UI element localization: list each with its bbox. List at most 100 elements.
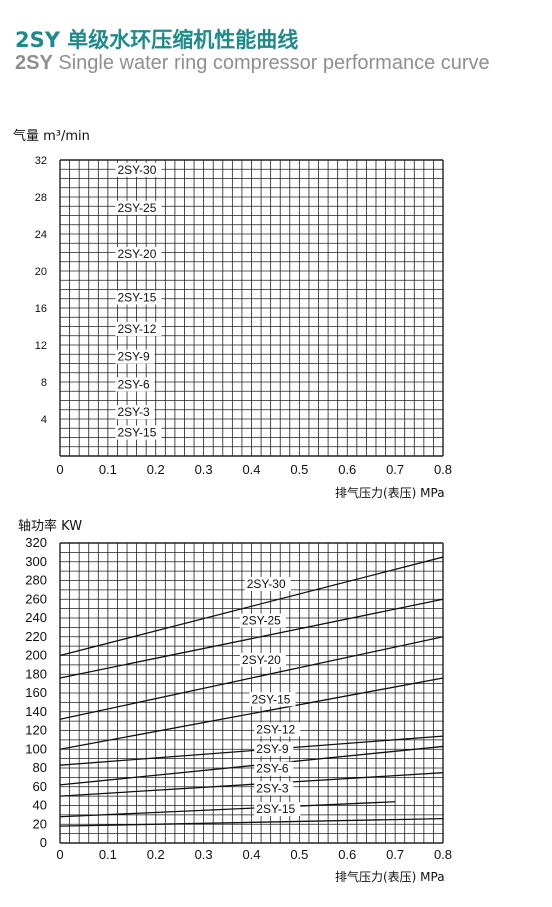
series-label: 2SY-20 bbox=[117, 247, 156, 261]
series-label: 2SY-30 bbox=[117, 163, 156, 177]
series-label: 2SY-15 bbox=[252, 692, 291, 706]
x-tick-label: 0.8 bbox=[434, 462, 452, 477]
y-tick-label: 100 bbox=[25, 741, 47, 756]
chart1-xlabel: 排气压力(表压) MPa bbox=[335, 486, 445, 500]
series-label: 2SY-3 bbox=[256, 781, 289, 795]
series-label: 2SY-12 bbox=[117, 322, 156, 336]
series-label-bg bbox=[115, 162, 162, 177]
series-label-bg bbox=[254, 742, 294, 756]
x-tick-label: 0.1 bbox=[99, 462, 117, 477]
x-tick-label: 0 bbox=[56, 462, 63, 477]
series-line-2sy-20 bbox=[59, 636, 444, 720]
series-line-2sy-6 bbox=[59, 772, 444, 797]
y-tick-label: 320 bbox=[25, 535, 47, 550]
y-tick-label: 4 bbox=[41, 414, 47, 426]
y-tick-label: 8 bbox=[41, 377, 47, 389]
series-line-2sy-12 bbox=[59, 735, 444, 766]
x-tick-label: 0 bbox=[56, 847, 63, 862]
x-tick-label: 0.4 bbox=[242, 462, 260, 477]
series-label: 2SY-3 bbox=[117, 405, 150, 419]
x-tick-label: 0.5 bbox=[290, 462, 308, 477]
y-tick-label: 180 bbox=[25, 666, 47, 681]
y-tick-label: 16 bbox=[35, 303, 47, 315]
y-tick-label: 0 bbox=[40, 835, 47, 850]
series-line-2sy-9 bbox=[59, 745, 444, 786]
x-tick-label: 0.2 bbox=[147, 847, 165, 862]
x-tick-label: 0.6 bbox=[338, 847, 356, 862]
series-line-2sy-25 bbox=[59, 598, 444, 679]
y-tick-label: 280 bbox=[25, 573, 47, 588]
series-label: 2SY-9 bbox=[256, 742, 289, 756]
series-label: 2SY-6 bbox=[256, 762, 289, 776]
series-label: 2SY-25 bbox=[117, 201, 156, 215]
series-label-bg bbox=[115, 200, 162, 215]
y-tick-label: 140 bbox=[25, 704, 47, 719]
series-label: 2SY-9 bbox=[117, 350, 150, 364]
series-label-bg bbox=[115, 425, 162, 440]
chart2-grid bbox=[59, 542, 444, 844]
series-label-bg bbox=[115, 247, 162, 262]
series-line-2sy-15 bbox=[59, 817, 444, 827]
series-label-bg bbox=[254, 761, 294, 776]
model-code: 2SY bbox=[15, 28, 60, 52]
series-label: 2SY-15 bbox=[117, 426, 156, 440]
x-tick-label: 0.4 bbox=[242, 847, 260, 862]
series-line-2sy-3 bbox=[59, 801, 396, 818]
series-line-2sy-15 bbox=[59, 677, 444, 750]
model-code-en: 2SY bbox=[15, 52, 53, 74]
series-label: 2SY-20 bbox=[242, 653, 281, 667]
series-label: 2SY-15 bbox=[117, 291, 156, 305]
x-tick-label: 0.2 bbox=[147, 462, 165, 477]
series-label-bg bbox=[115, 377, 155, 392]
series-label-bg bbox=[239, 652, 286, 667]
series-label-bg bbox=[244, 577, 291, 591]
y-tick-label: 12 bbox=[35, 340, 47, 352]
x-tick-label: 0.6 bbox=[338, 462, 356, 477]
page-title-en: 2SY Single water ring compressor perform… bbox=[15, 52, 490, 75]
page-title-cn: 2SY 单级水环压缩机性能曲线 bbox=[15, 24, 298, 54]
y-tick-label: 24 bbox=[35, 229, 47, 241]
series-line-2sy-30 bbox=[59, 556, 444, 657]
chart1-ylabel: 气量 m³/min bbox=[13, 129, 90, 144]
y-tick-label: 240 bbox=[25, 610, 47, 625]
y-tick-label: 220 bbox=[25, 629, 47, 644]
y-tick-label: 260 bbox=[25, 591, 47, 606]
y-tick-label: 160 bbox=[25, 685, 47, 700]
series-label: 2SY-15 bbox=[256, 802, 295, 816]
y-tick-label: 20 bbox=[35, 266, 47, 278]
x-tick-label: 0.3 bbox=[195, 462, 213, 477]
x-tick-label: 0.1 bbox=[99, 847, 117, 862]
series-label-bg bbox=[254, 722, 301, 737]
series-label: 2SY-6 bbox=[117, 377, 150, 391]
chart2-xlabel: 排气压力(表压) MPa bbox=[335, 870, 445, 884]
x-tick-label: 0.8 bbox=[434, 847, 452, 862]
series-label-bg bbox=[115, 349, 155, 364]
y-tick-label: 300 bbox=[25, 554, 47, 569]
y-tick-label: 200 bbox=[25, 648, 47, 663]
y-tick-label: 120 bbox=[25, 723, 47, 738]
series-label-bg bbox=[115, 321, 162, 336]
series-label-bg bbox=[254, 802, 301, 816]
y-tick-label: 28 bbox=[35, 192, 47, 204]
title-cn-text: 单级水环压缩机性能曲线 bbox=[67, 28, 299, 52]
y-tick-label: 60 bbox=[33, 779, 47, 794]
series-label: 2SY-30 bbox=[247, 577, 286, 591]
series-label: 2SY-12 bbox=[256, 722, 295, 736]
y-tick-label: 80 bbox=[33, 760, 47, 775]
series-label-bg bbox=[239, 613, 286, 628]
x-tick-label: 0.7 bbox=[386, 462, 404, 477]
series-label-bg bbox=[115, 405, 155, 420]
title-en-text: Single water ring compressor performance… bbox=[58, 52, 490, 74]
series-label-bg bbox=[115, 290, 162, 305]
series-label-bg bbox=[249, 692, 296, 707]
y-tick-label: 32 bbox=[35, 155, 47, 167]
series-label-bg bbox=[254, 781, 294, 796]
chart2-ylabel: 轴功率 KW bbox=[18, 519, 83, 534]
x-tick-label: 0.3 bbox=[195, 847, 213, 862]
series-label: 2SY-25 bbox=[242, 614, 281, 628]
x-tick-label: 0.5 bbox=[290, 847, 308, 862]
x-tick-label: 0.7 bbox=[386, 847, 404, 862]
y-tick-label: 40 bbox=[33, 798, 47, 813]
